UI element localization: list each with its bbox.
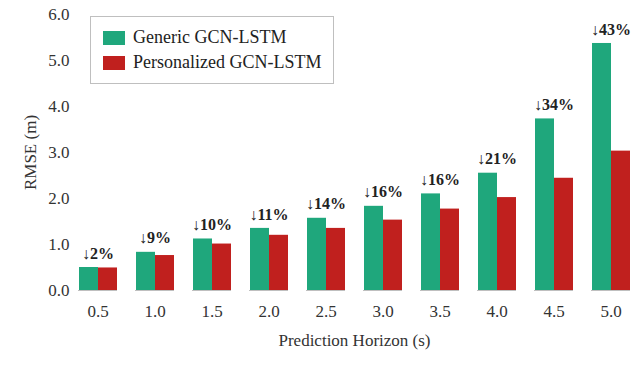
svg-text:5.0: 5.0 bbox=[48, 51, 69, 70]
svg-text:4.0: 4.0 bbox=[486, 302, 507, 321]
svg-text:2.5: 2.5 bbox=[315, 302, 336, 321]
svg-text:↓16%: ↓16% bbox=[420, 171, 460, 188]
svg-text:0.0: 0.0 bbox=[48, 281, 69, 300]
svg-text:1.0: 1.0 bbox=[144, 302, 165, 321]
svg-text:3.0: 3.0 bbox=[48, 143, 69, 162]
svg-text:↓9%: ↓9% bbox=[139, 229, 171, 246]
svg-text:4.0: 4.0 bbox=[48, 97, 69, 116]
svg-text:1.5: 1.5 bbox=[201, 302, 222, 321]
svg-text:2.0: 2.0 bbox=[48, 189, 69, 208]
svg-text:RMSE (m): RMSE (m) bbox=[21, 115, 40, 190]
html-text:Personalized GCN-LSTM: Personalized GCN-LSTM bbox=[133, 52, 322, 72]
svg-text:↓16%: ↓16% bbox=[363, 183, 403, 200]
svg-text:3.0: 3.0 bbox=[372, 302, 393, 321]
svg-text:0.5: 0.5 bbox=[87, 302, 108, 321]
svg-text:3.5: 3.5 bbox=[429, 302, 450, 321]
svg-text:↓2%: ↓2% bbox=[82, 245, 114, 262]
svg-text:↓34%: ↓34% bbox=[534, 96, 574, 113]
svg-text:↓21%: ↓21% bbox=[477, 150, 517, 167]
svg-text:6.0: 6.0 bbox=[48, 5, 69, 24]
svg-text:↓43%: ↓43% bbox=[591, 21, 631, 38]
svg-text:2.0: 2.0 bbox=[258, 302, 279, 321]
svg-text:↓14%: ↓14% bbox=[306, 195, 346, 212]
html-text:Generic GCN-LSTM: Generic GCN-LSTM bbox=[133, 27, 287, 47]
svg-text:4.5: 4.5 bbox=[543, 302, 564, 321]
svg-text:↓10%: ↓10% bbox=[192, 216, 232, 233]
svg-text:5.0: 5.0 bbox=[600, 302, 621, 321]
svg-text:↓11%: ↓11% bbox=[249, 206, 288, 223]
svg-text:1.0: 1.0 bbox=[48, 235, 69, 254]
svg-text:Prediction Horizon (s): Prediction Horizon (s) bbox=[278, 331, 430, 350]
